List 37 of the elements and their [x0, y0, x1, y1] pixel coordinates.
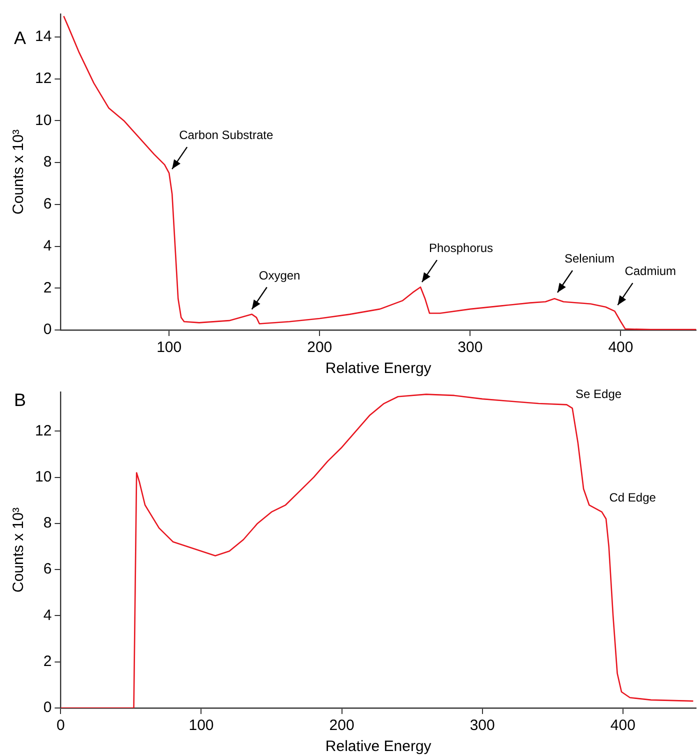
annotation: Phosphorus	[428, 241, 494, 256]
annotation: Cd Edge	[609, 490, 656, 505]
y-tick-label: 8	[43, 514, 52, 532]
y-tick-label: 0	[43, 699, 52, 716]
x-axis-title: Relative Energy	[325, 738, 432, 756]
x-tick-label: 300	[458, 339, 483, 356]
x-tick-label: 300	[470, 717, 495, 734]
y-tick-label: 8	[43, 154, 52, 171]
x-axis-title: Relative Energy	[325, 360, 432, 378]
annotation: Cadmium	[624, 264, 676, 278]
x-tick-label: 0	[56, 717, 65, 734]
annotation: Carbon Substrate	[179, 128, 274, 142]
x-tick-label: 200	[329, 717, 354, 734]
y-tick-label: 4	[43, 606, 52, 624]
y-tick-label: 10	[34, 468, 52, 486]
chart-title: B	[14, 390, 26, 410]
y-tick-label: 12	[34, 70, 52, 88]
text: A	[14, 28, 26, 48]
x-tick-label: 100	[156, 339, 182, 356]
y-axis-title: Counts x 10³	[10, 507, 28, 593]
annotation: Selenium	[564, 252, 615, 266]
y-tick-label: 10	[34, 112, 52, 129]
y-tick-label: 2	[43, 279, 52, 296]
x-tick-label: 400	[608, 339, 634, 356]
y-tick-label: 14	[34, 28, 52, 46]
y-axis-title: Counts x 10³	[10, 129, 28, 215]
annotation: Se Edge	[576, 386, 622, 401]
y-tick-label: 12	[34, 422, 52, 440]
y-tick-label: 2	[43, 653, 52, 670]
x-tick-label: 200	[307, 339, 332, 356]
y-tick-label: 4	[43, 237, 52, 254]
y-tick-label: 6	[43, 196, 52, 213]
x-tick-label: 100	[188, 717, 214, 734]
x-tick-label: 400	[610, 717, 636, 734]
y-tick-label: 6	[43, 560, 52, 578]
annotation: Oxygen	[258, 268, 300, 282]
y-tick-label: 0	[43, 321, 52, 338]
